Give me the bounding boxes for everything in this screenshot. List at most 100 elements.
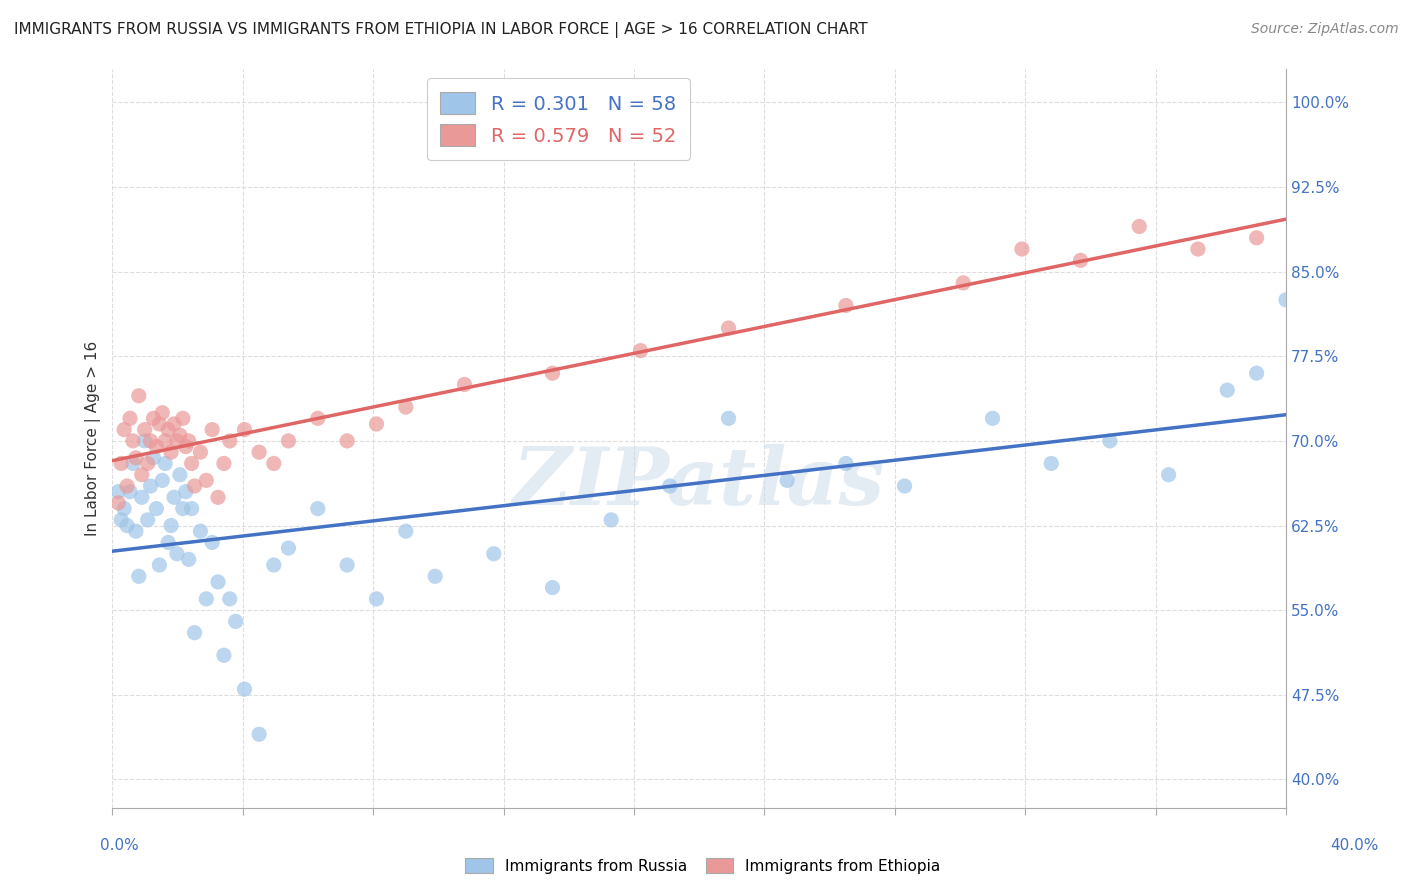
Point xyxy=(183,625,205,640)
Point xyxy=(307,501,329,516)
Point xyxy=(212,457,235,471)
Point xyxy=(125,450,148,465)
Point xyxy=(163,417,186,431)
Text: Source: ZipAtlas.com: Source: ZipAtlas.com xyxy=(1251,22,1399,37)
Point xyxy=(1246,231,1268,245)
Point xyxy=(190,524,212,538)
Point xyxy=(336,558,359,572)
Point xyxy=(218,591,240,606)
Point xyxy=(115,518,138,533)
Point xyxy=(835,298,858,312)
Point xyxy=(395,400,418,414)
Point xyxy=(1011,242,1033,256)
Point xyxy=(277,541,299,555)
Point xyxy=(128,569,150,583)
Point xyxy=(169,467,191,482)
Point xyxy=(112,423,135,437)
Point xyxy=(1157,467,1180,482)
Point xyxy=(233,682,256,697)
Point xyxy=(630,343,652,358)
Point xyxy=(131,491,153,505)
Point xyxy=(134,434,156,448)
Point xyxy=(128,389,150,403)
Point xyxy=(139,479,162,493)
Point xyxy=(541,366,564,380)
Point xyxy=(174,484,197,499)
Point xyxy=(395,524,418,538)
Point xyxy=(134,423,156,437)
Text: IMMIGRANTS FROM RUSSIA VS IMMIGRANTS FROM ETHIOPIA IN LABOR FORCE | AGE > 16 COR: IMMIGRANTS FROM RUSSIA VS IMMIGRANTS FRO… xyxy=(14,22,868,38)
Point xyxy=(122,434,145,448)
Point xyxy=(160,445,183,459)
Point xyxy=(225,615,247,629)
Point xyxy=(247,727,270,741)
Point xyxy=(110,457,132,471)
Point xyxy=(183,479,205,493)
Point xyxy=(307,411,329,425)
Point xyxy=(717,321,740,335)
Point xyxy=(136,513,159,527)
Point xyxy=(163,491,186,505)
Point xyxy=(180,457,202,471)
Point xyxy=(177,434,200,448)
Legend: R = 0.301   N = 58, R = 0.579   N = 52: R = 0.301 N = 58, R = 0.579 N = 52 xyxy=(427,78,690,160)
Point xyxy=(110,513,132,527)
Point xyxy=(453,377,475,392)
Point xyxy=(166,434,188,448)
Point xyxy=(658,479,681,493)
Point xyxy=(423,569,446,583)
Point xyxy=(169,428,191,442)
Point xyxy=(122,457,145,471)
Point xyxy=(148,558,170,572)
Point xyxy=(118,411,141,425)
Point xyxy=(148,417,170,431)
Point xyxy=(125,524,148,538)
Y-axis label: In Labor Force | Age > 16: In Labor Force | Age > 16 xyxy=(86,341,101,536)
Point xyxy=(195,591,218,606)
Point xyxy=(172,411,194,425)
Point xyxy=(1128,219,1150,234)
Point xyxy=(166,547,188,561)
Point xyxy=(1098,434,1121,448)
Point xyxy=(139,434,162,448)
Point xyxy=(201,423,224,437)
Point xyxy=(107,496,129,510)
Point xyxy=(541,581,564,595)
Point xyxy=(207,491,229,505)
Point xyxy=(336,434,359,448)
Point xyxy=(835,457,858,471)
Point xyxy=(776,474,799,488)
Point xyxy=(142,411,165,425)
Point xyxy=(107,484,129,499)
Point xyxy=(131,467,153,482)
Point xyxy=(366,417,388,431)
Point xyxy=(201,535,224,549)
Point xyxy=(174,440,197,454)
Point xyxy=(195,474,218,488)
Point xyxy=(1275,293,1298,307)
Point xyxy=(1246,366,1268,380)
Point xyxy=(600,513,623,527)
Point xyxy=(207,574,229,589)
Point xyxy=(366,591,388,606)
Point xyxy=(717,411,740,425)
Point xyxy=(155,457,177,471)
Point xyxy=(145,440,167,454)
Point xyxy=(482,547,505,561)
Point xyxy=(190,445,212,459)
Point xyxy=(180,501,202,516)
Point xyxy=(112,501,135,516)
Point xyxy=(1216,383,1239,397)
Point xyxy=(981,411,1004,425)
Point xyxy=(277,434,299,448)
Point xyxy=(893,479,915,493)
Point xyxy=(142,450,165,465)
Point xyxy=(155,434,177,448)
Point xyxy=(115,479,138,493)
Point xyxy=(952,276,974,290)
Point xyxy=(118,484,141,499)
Point xyxy=(233,423,256,437)
Point xyxy=(1040,457,1063,471)
Point xyxy=(263,558,285,572)
Point xyxy=(247,445,270,459)
